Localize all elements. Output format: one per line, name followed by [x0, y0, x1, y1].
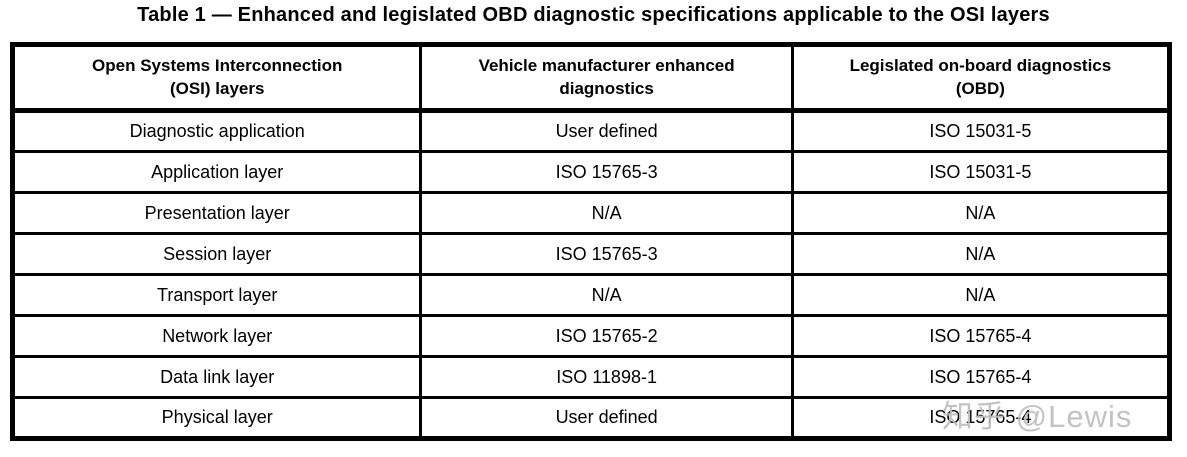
cell-legislated-spec: ISO 15765-4	[790, 314, 1172, 358]
table-row-transport-layer: Transport layer N/A N/A	[10, 273, 1172, 317]
cell-enhanced-spec: User defined	[419, 396, 794, 440]
cell-legislated-spec: N/A	[790, 191, 1172, 235]
table-row-presentation-layer: Presentation layer N/A N/A	[10, 191, 1172, 235]
cell-legislated-spec: ISO 15031-5	[790, 150, 1172, 194]
cell-layer-name: Diagnostic application	[10, 109, 423, 153]
cell-enhanced-spec: ISO 15765-3	[419, 150, 794, 194]
table-row-physical-layer: Physical layer User defined ISO 15765-4	[10, 396, 1172, 440]
table-row-data-link-layer: Data link layer ISO 11898-1 ISO 15765-4	[10, 355, 1172, 399]
cell-enhanced-spec: N/A	[419, 191, 794, 235]
cell-enhanced-spec: ISO 11898-1	[419, 355, 794, 399]
cell-legislated-spec: ISO 15765-4	[790, 396, 1172, 440]
cell-enhanced-spec: ISO 15765-3	[419, 232, 794, 276]
table-row-session-layer: Session layer ISO 15765-3 N/A	[10, 232, 1172, 276]
table-row-network-layer: Network layer ISO 15765-2 ISO 15765-4	[10, 314, 1172, 358]
table-caption: Table 1 — Enhanced and legislated OBD di…	[137, 4, 1050, 26]
cell-legislated-spec: N/A	[790, 273, 1172, 317]
header-enhanced-diagnostics: Vehicle manufacturer enhanced diagnostic…	[419, 43, 794, 113]
cell-layer-name: Presentation layer	[10, 191, 423, 235]
cell-layer-name: Transport layer	[10, 273, 423, 317]
table-row-application-layer: Application layer ISO 15765-3 ISO 15031-…	[10, 150, 1172, 194]
table-row-diagnostic-application: Diagnostic application User defined ISO …	[10, 109, 1172, 153]
cell-layer-name: Application layer	[10, 150, 423, 194]
cell-legislated-spec: ISO 15031-5	[790, 109, 1172, 153]
cell-layer-name: Network layer	[10, 314, 423, 358]
header-legislated-obd: Legislated on-board diagnostics (OBD)	[790, 43, 1172, 113]
cell-enhanced-spec: N/A	[419, 273, 794, 317]
cell-legislated-spec: N/A	[790, 232, 1172, 276]
cell-layer-name: Data link layer	[10, 355, 423, 399]
cell-legislated-spec: ISO 15765-4	[790, 355, 1172, 399]
cell-layer-name: Session layer	[10, 232, 423, 276]
header-row: Open Systems Interconnection (OSI) layer…	[10, 43, 1172, 113]
cell-enhanced-spec: User defined	[419, 109, 794, 153]
cell-enhanced-spec: ISO 15765-2	[419, 314, 794, 358]
cell-layer-name: Physical layer	[10, 396, 423, 440]
header-osi-layers: Open Systems Interconnection (OSI) layer…	[10, 43, 423, 113]
obd-spec-table: Open Systems Interconnection (OSI) layer…	[10, 42, 1172, 441]
